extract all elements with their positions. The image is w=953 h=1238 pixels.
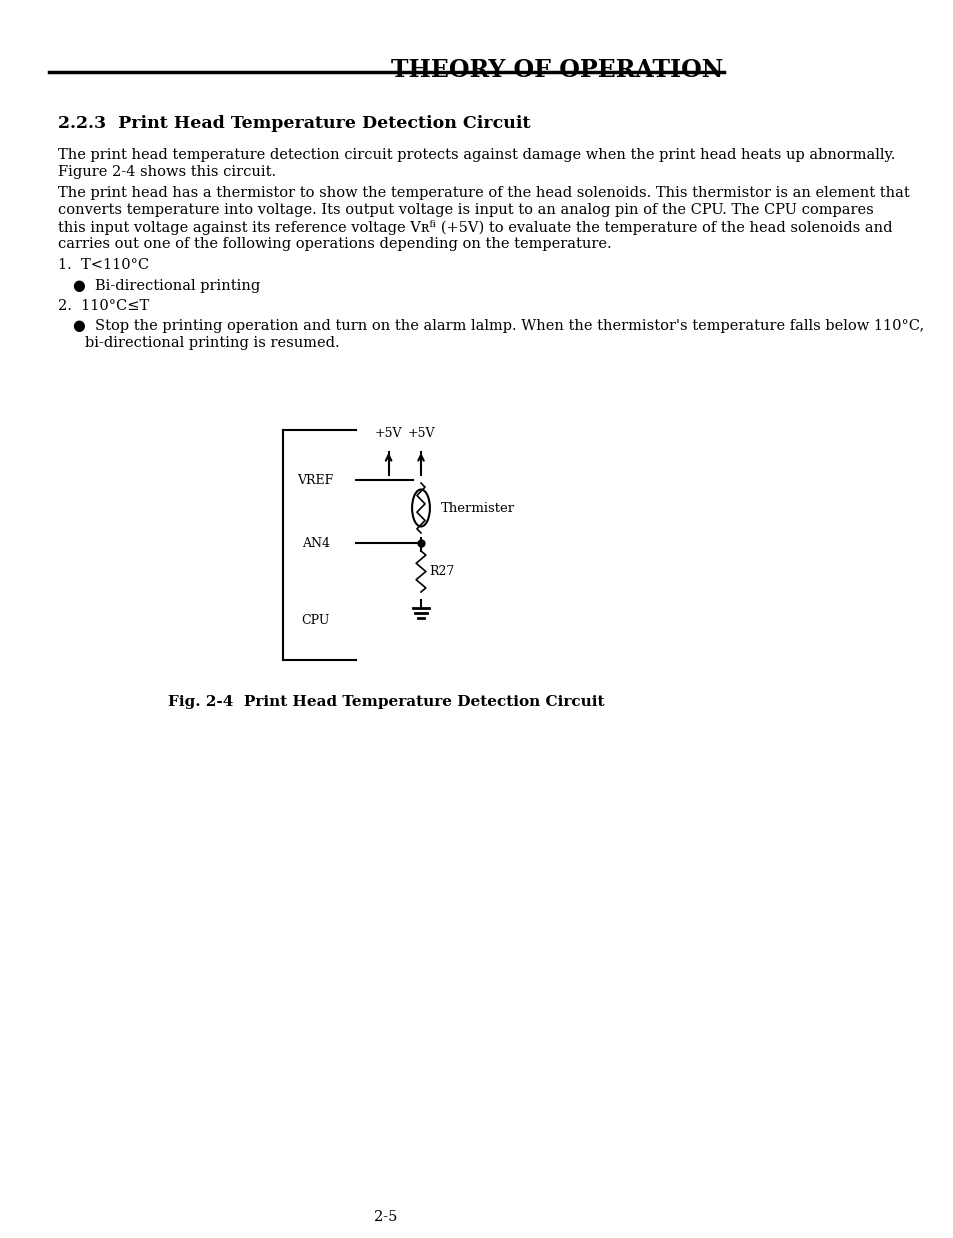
Text: this input voltage against its reference voltage Vʀᶠᶤ (+5V) to evaluate the temp: this input voltage against its reference…	[58, 220, 892, 235]
Text: Fig. 2-4  Print Head Temperature Detection Circuit: Fig. 2-4 Print Head Temperature Detectio…	[168, 695, 604, 709]
Text: The print head temperature detection circuit protects against damage when the pr: The print head temperature detection cir…	[58, 149, 895, 162]
Text: +5V: +5V	[407, 427, 435, 439]
Text: The print head has a thermistor to show the temperature of the head solenoids. T: The print head has a thermistor to show …	[58, 186, 909, 201]
Text: ●  Stop the printing operation and turn on the alarm lalmp. When the thermistor': ● Stop the printing operation and turn o…	[72, 319, 923, 333]
Text: Figure 2-4 shows this circuit.: Figure 2-4 shows this circuit.	[58, 165, 276, 180]
Text: bi-directional printing is resumed.: bi-directional printing is resumed.	[85, 335, 339, 350]
Text: R27: R27	[429, 565, 454, 578]
Text: 2-5: 2-5	[375, 1210, 397, 1224]
Text: 2.  110°C≤T: 2. 110°C≤T	[58, 300, 150, 313]
Text: VREF: VREF	[297, 473, 334, 487]
Text: 1.  T<110°C: 1. T<110°C	[58, 258, 150, 272]
Text: +5V: +5V	[375, 427, 402, 439]
Text: THEORY OF OPERATION: THEORY OF OPERATION	[391, 58, 723, 82]
Text: ●  Bi-directional printing: ● Bi-directional printing	[72, 279, 260, 293]
Text: 2.2.3  Print Head Temperature Detection Circuit: 2.2.3 Print Head Temperature Detection C…	[58, 115, 530, 132]
Text: AN4: AN4	[301, 536, 330, 550]
Text: carries out one of the following operations depending on the temperature.: carries out one of the following operati…	[58, 236, 611, 251]
Text: converts temperature into voltage. Its output voltage is input to an analog pin : converts temperature into voltage. Its o…	[58, 203, 873, 217]
Text: Thermister: Thermister	[441, 501, 515, 515]
Text: CPU: CPU	[301, 614, 330, 626]
